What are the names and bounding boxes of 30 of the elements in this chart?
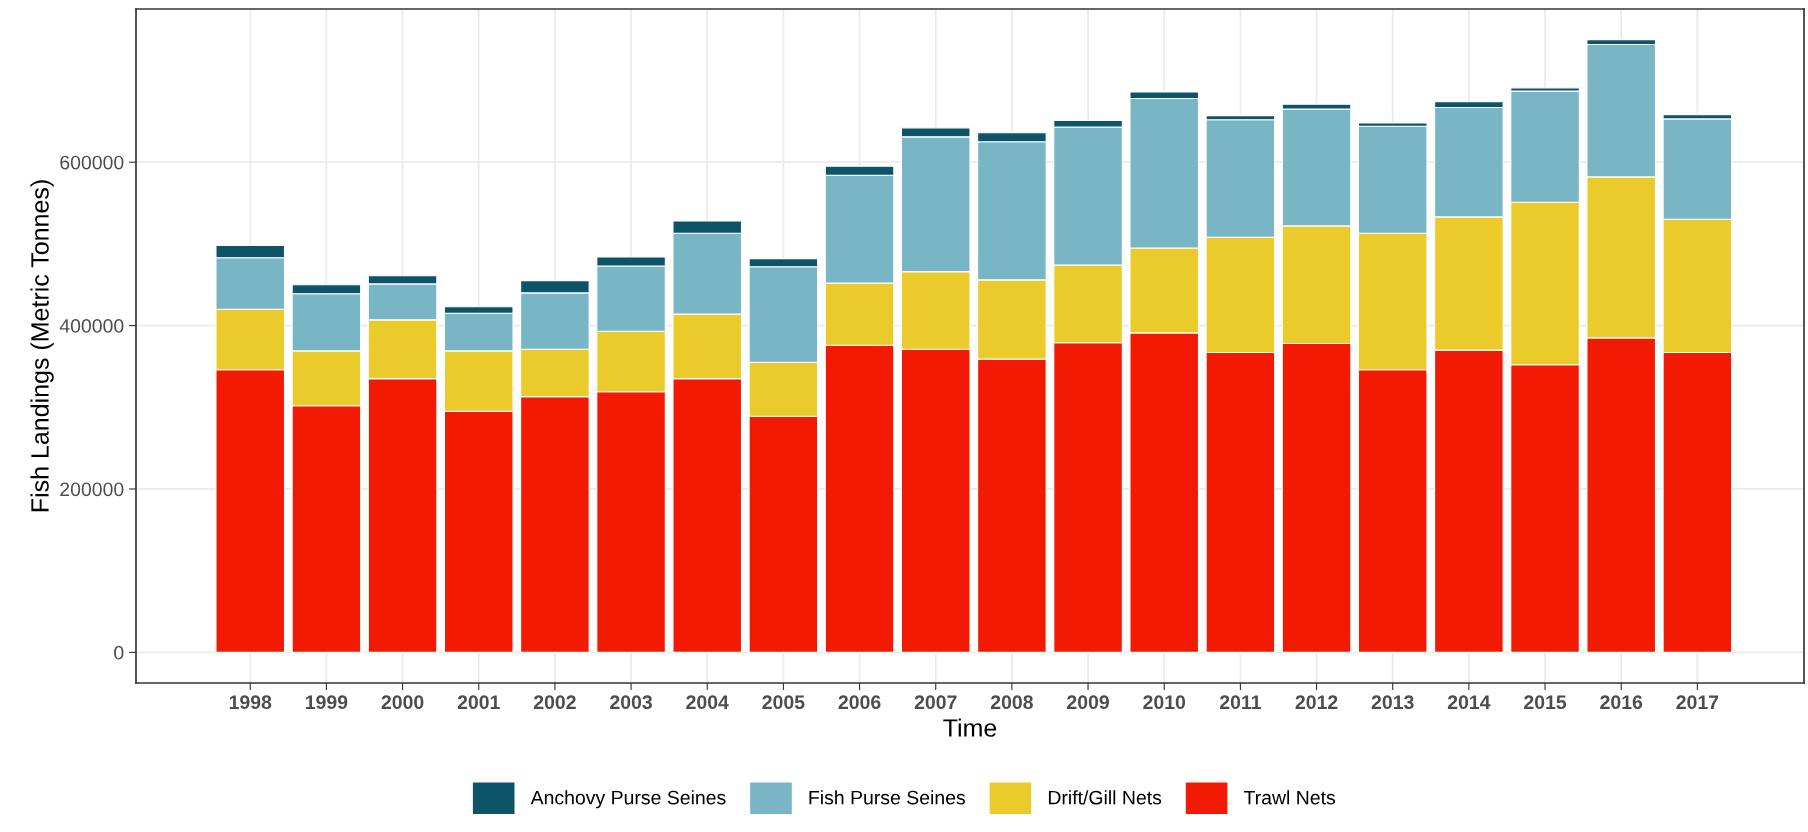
legend-label: Drift/Gill Nets (1048, 790, 1162, 805)
x-tick-label: 2004 (686, 695, 729, 710)
x-tick-label: 2003 (610, 695, 652, 710)
x-tick-label: 2008 (990, 695, 1033, 710)
x-tick-label: 1998 (229, 695, 272, 710)
x-tick-label: 2010 (1143, 695, 1186, 710)
x-tick-label: 2016 (1600, 695, 1643, 710)
legend-label: Fish Purse Seines (809, 790, 965, 805)
x-tick-label: 2001 (457, 695, 500, 710)
x-tick-label: 2015 (1524, 695, 1567, 710)
x-axis-title: Time (943, 718, 997, 737)
legend-label: Trawl Nets (1243, 790, 1336, 805)
x-tick-label: 2013 (1371, 695, 1414, 710)
x-tick-label: 2012 (1295, 695, 1338, 710)
x-tick-label: 1999 (306, 695, 348, 710)
y-axis-title: Fish Landings (Metric Tonnes) (30, 180, 54, 512)
y-tick-label: 600000 (60, 155, 124, 170)
x-tick-label: 2009 (1067, 695, 1109, 710)
y-tick-label: 400000 (59, 319, 124, 333)
y-tick-label: 200000 (60, 482, 124, 497)
x-tick-label: 2014 (1447, 695, 1491, 710)
x-tick-label: 2017 (1676, 695, 1719, 710)
x-tick-label: 2002 (533, 695, 576, 710)
x-tick-label: 2011 (1219, 695, 1261, 710)
x-tick-label: 2000 (381, 695, 424, 710)
x-tick-label: 2006 (838, 695, 881, 710)
legend-label: Anchovy Purse Seines (530, 790, 726, 809)
x-tick-label: 2007 (914, 695, 957, 710)
x-tick-label: 2005 (762, 695, 805, 710)
y-tick-label: 0 (114, 645, 124, 660)
